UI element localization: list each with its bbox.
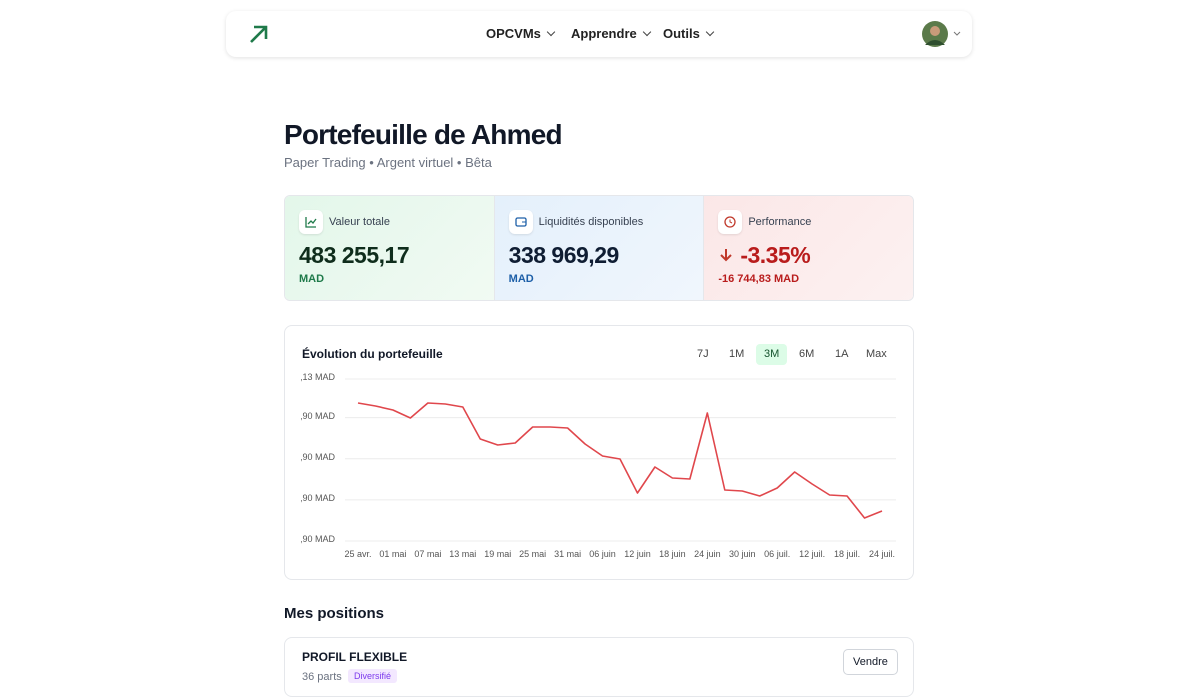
position-shares: 36 parts <box>302 671 342 683</box>
x-tick-label: 19 mai <box>484 549 512 559</box>
y-tick-text: 474 628,90 MAD <box>301 493 335 503</box>
y-tick-label: 474 628,90 MAD <box>301 494 335 518</box>
x-tick-label: 18 juin <box>659 549 686 559</box>
y-tick-label: 483 628,90 MAD <box>301 412 335 436</box>
y-tick-label: 479 128,90 MAD <box>301 453 335 477</box>
range-button[interactable]: 1A <box>835 348 849 360</box>
stat-card: Valeur totale 483 255,17 MAD <box>285 196 495 300</box>
y-tick-label: 487 859,13 MAD <box>301 373 335 397</box>
stat-unit: MAD <box>299 273 325 285</box>
stat-card: Liquidités disponibles 338 969,29 MAD <box>494 196 705 300</box>
stat-detail: -16 744,83 MAD <box>718 273 800 285</box>
x-tick-label: 07 mai <box>414 549 442 559</box>
x-tick-label: 12 juin <box>624 549 651 559</box>
stat-value: -3.35% <box>740 242 811 268</box>
range-button[interactable]: 3M <box>756 344 788 365</box>
position-name: PROFIL FLEXIBLE <box>302 650 408 664</box>
y-tick-text: 470 128,90 MAD <box>301 535 335 544</box>
x-tick-label: 13 mai <box>449 549 477 559</box>
page-title: Portefeuille de Ahmed <box>284 119 563 150</box>
stats: Valeur totale 483 255,17 MAD Liquidités … <box>284 195 914 301</box>
stat-card: Performance -3.35% -16 744,83 MAD <box>704 196 913 300</box>
nav-item[interactable]: OPCVMs <box>486 26 554 41</box>
chart-card: Évolution du portefeuille 7J 1M 3M 6M 1A Max 4… <box>284 325 914 580</box>
x-tick-label: 24 juil. <box>868 549 896 559</box>
x-tick-label: 06 juil. <box>764 549 791 559</box>
range-button[interactable]: 6M <box>799 348 815 360</box>
y-tick-text: 483 628,90 MAD <box>301 411 335 421</box>
x-tick-label: 25 avr. <box>344 549 372 559</box>
range-button[interactable]: 7J <box>697 348 709 360</box>
x-tick-label: 01 mai <box>379 549 407 559</box>
icon <box>299 210 323 234</box>
position-card: PROFIL FLEXIBLE 36 parts Diversifié Vend… <box>284 637 914 697</box>
stat-value: 483 255,17 <box>299 242 410 268</box>
x-tick-label: 30 juin <box>729 549 756 559</box>
line <box>357 402 883 519</box>
tag: Diversifié <box>348 669 398 683</box>
sell-button[interactable]: Vendre <box>843 649 898 675</box>
y-tick-text: 487 859,13 MAD <box>301 373 335 382</box>
chart <box>345 378 896 542</box>
x-tick-label: 25 mai <box>519 549 547 559</box>
x-tick-label: 06 juin <box>589 549 616 559</box>
section-title: Mes positions <box>284 605 385 622</box>
stat-label: Liquidités disponibles <box>538 216 644 228</box>
stat-unit: MAD <box>508 273 534 285</box>
stat-label: Performance <box>748 216 812 228</box>
navbar: OPCVMs Apprendre Outils <box>226 11 972 57</box>
y-tick-text: 479 128,90 MAD <box>301 452 335 462</box>
nav-item[interactable]: Outils <box>663 26 713 41</box>
x-tick-label: 18 juil. <box>834 549 861 559</box>
chart-title: Évolution du portefeuille <box>302 347 443 361</box>
x-tick-label: 24 juin <box>694 549 721 559</box>
stat-value: 338 969,29 <box>508 242 620 268</box>
icon <box>508 210 533 234</box>
nav-item[interactable]: Apprendre <box>571 26 650 41</box>
x-tick-label: 31 mai <box>554 549 582 559</box>
icon <box>718 210 743 234</box>
logo[interactable] <box>248 23 270 45</box>
x-tick-label: 12 juil. <box>799 549 826 559</box>
avatar-menu[interactable] <box>921 20 966 48</box>
y-tick-label: 470 128,90 MAD <box>301 535 335 559</box>
range-button[interactable]: Max <box>866 348 887 360</box>
down-arrow <box>720 249 733 262</box>
stat-label: Valeur totale <box>329 216 390 228</box>
range-button[interactable]: 1M <box>729 348 745 360</box>
subtitle: Paper Trading • Argent virtuel • Bêta <box>284 155 492 170</box>
